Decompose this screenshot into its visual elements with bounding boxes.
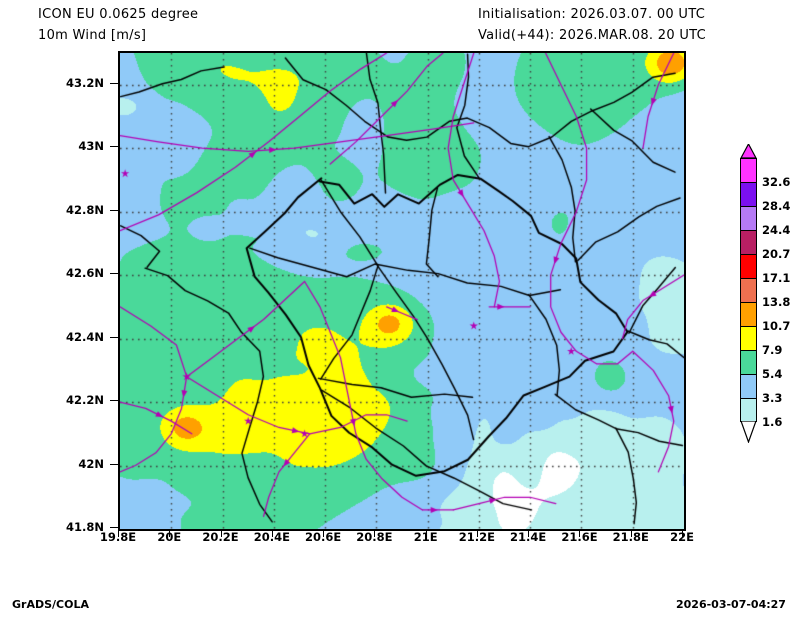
colorbar-tick-label: 10.7: [762, 319, 791, 333]
colorbar-top-cap: [739, 142, 758, 159]
y-axis-tick-mark: [110, 463, 118, 465]
x-axis-tick-label: 20.4E: [253, 530, 290, 544]
colorbar-swatch: [741, 399, 756, 423]
colorbar-swatch: [741, 207, 756, 231]
x-axis-tick-mark: [528, 529, 530, 537]
colorbar-tick-label: 20.7: [762, 247, 791, 261]
y-axis-tick-mark: [110, 336, 118, 338]
x-axis-tick-mark: [682, 529, 683, 537]
y-axis-tick-mark: [110, 82, 118, 84]
x-axis-tick-label: 21.2E: [458, 530, 496, 544]
x-axis-tick-label: 20.2E: [202, 530, 239, 544]
colorbar-tick-label: 3.3: [762, 391, 783, 405]
valid-time-text: Valid(+44): 2026.MAR.08. 20 UTC: [478, 28, 706, 43]
x-axis-tick-mark: [425, 529, 427, 537]
colorbar-swatch: [741, 351, 756, 375]
generated-stamp: 2026-03-07-04:27: [676, 598, 786, 611]
y-axis-tick-label: 42N: [78, 456, 104, 471]
colorbar-swatch: [741, 183, 756, 207]
colorbar-tick-label: 1.6: [762, 415, 783, 429]
colorbar-tick-label: 7.9: [762, 343, 783, 357]
x-axis-tick-label: 21E: [413, 530, 438, 544]
colorbar-swatch: [741, 255, 756, 279]
x-axis-tick-label: 20.6E: [304, 530, 342, 544]
x-axis-tick-label: 19.8E: [99, 530, 137, 544]
x-axis-tick-label: 21.4E: [510, 530, 547, 544]
y-axis-tick-mark: [110, 209, 118, 211]
x-axis-tick-label: 21.8E: [612, 530, 649, 544]
colorbar-tick-label: 13.8: [762, 295, 791, 309]
colorbar-tick-label: 24.4: [762, 223, 791, 237]
y-axis-tick-mark: [110, 273, 118, 275]
y-axis-tick-label: 42.6N: [66, 266, 104, 281]
x-axis-tick-mark: [630, 529, 632, 537]
producer-label: GrADS/COLA: [12, 598, 89, 611]
x-axis-tick-mark: [118, 529, 119, 537]
colorbar-tick-label: 5.4: [762, 367, 783, 381]
variable-subtitle: 10m Wind [m/s]: [38, 28, 147, 43]
colorbar-bottom-cap: [740, 420, 757, 444]
colorbar-tick-label: 28.4: [762, 199, 791, 213]
colorbar-swatch: [741, 375, 756, 399]
y-axis-tick-label: 42.8N: [66, 202, 104, 217]
x-axis-tick-label: 21.6E: [561, 530, 598, 544]
colorbar-swatch: [741, 159, 756, 183]
y-axis-tick-label: 43.2N: [66, 75, 104, 90]
y-axis-tick-mark: [110, 527, 118, 528]
model-title: ICON EU 0.0625 degree: [38, 7, 199, 22]
y-axis-tick-label: 42.4N: [66, 329, 104, 344]
colorbar-tick-label: 17.1: [762, 271, 791, 285]
x-axis-tick-label: 20E: [157, 530, 182, 544]
y-axis-tick-label: 43N: [78, 139, 104, 154]
colorbar-swatch: [741, 327, 756, 351]
colorbar: [740, 158, 757, 423]
map-plot-area[interactable]: [118, 51, 686, 531]
colorbar-swatch: [741, 231, 756, 255]
x-axis-tick-label: 20.8E: [356, 530, 393, 544]
x-axis-tick-mark: [220, 529, 222, 537]
colorbar-swatch: [741, 303, 756, 327]
x-axis-tick-mark: [374, 529, 376, 537]
x-axis-tick-mark: [579, 529, 581, 537]
wind-speed-heatmap: [120, 53, 684, 529]
y-axis-tick-label: 41.8N: [66, 520, 104, 534]
colorbar-swatch: [741, 279, 756, 303]
x-axis-tick-label: 22E: [670, 530, 694, 544]
colorbar-tick-label: 32.6: [762, 175, 791, 189]
x-axis-tick-mark: [476, 529, 478, 537]
x-axis-tick-mark: [271, 529, 273, 537]
y-axis-tick-mark: [110, 400, 118, 402]
initialisation-text: Initialisation: 2026.03.07. 00 UTC: [478, 7, 706, 22]
x-axis-tick-mark: [323, 529, 325, 537]
y-axis-tick-label: 42.2N: [66, 393, 104, 408]
y-axis-tick-mark: [110, 146, 118, 148]
x-axis-tick-mark: [169, 529, 171, 537]
